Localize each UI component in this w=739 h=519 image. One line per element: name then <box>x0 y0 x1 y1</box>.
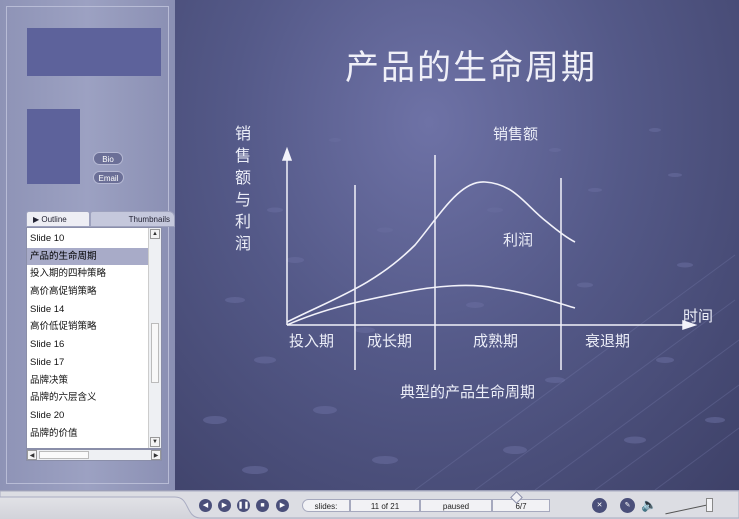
playback-status: paused <box>420 499 492 512</box>
fullscreen-icon[interactable]: ✕ <box>592 498 607 513</box>
slide-list-items: Slide 10 产品的生命周期 投入期的四种策略 高价高促销策略 Slide … <box>27 230 149 442</box>
email-button[interactable]: Email <box>93 171 124 184</box>
y-axis-arrow <box>281 146 293 161</box>
stage-label: 成长期 <box>367 332 413 350</box>
bio-button[interactable]: Bio <box>93 152 123 165</box>
y-axis-char: 额 <box>235 168 252 187</box>
slide-list-item[interactable]: Slide 16 <box>30 339 65 351</box>
scroll-down-arrow-icon[interactable]: ▼ <box>150 437 160 447</box>
slide-list-item[interactable]: Slide 17 <box>30 356 65 368</box>
stage-label: 衰退期 <box>585 332 631 350</box>
notes-icon[interactable]: ✎ <box>620 498 635 513</box>
tab-outline-label: ▶ Outline <box>33 215 67 224</box>
sales-label: 销售额 <box>493 125 539 143</box>
stop-icon[interactable]: ■ <box>256 499 269 512</box>
y-axis-char: 润 <box>235 234 252 253</box>
slide-list-hscrollbar[interactable]: ◀ ▶ <box>26 449 162 461</box>
slide-canvas: 产品的生命周期 销 售 额 与 利 润 销售额 利润 时间 投入期 成长期 成熟… <box>175 0 739 490</box>
slide-list-item[interactable]: 高价低促销策略 <box>30 321 97 333</box>
stage-label: 投入期 <box>289 332 335 350</box>
time-axis-label: 时间 <box>683 307 714 325</box>
slide-list-item[interactable]: 投入期的四种策略 <box>30 268 107 280</box>
previous-slide-icon[interactable]: ◀ <box>199 499 212 512</box>
scroll-right-arrow-icon[interactable]: ▶ <box>151 450 161 460</box>
y-axis-char: 售 <box>235 146 252 165</box>
y-axis-label: 销 售 额 与 利 润 <box>235 123 253 255</box>
scroll-left-arrow-icon[interactable]: ◀ <box>27 450 37 460</box>
hscroll-thumb[interactable] <box>39 451 89 459</box>
slide-list-item[interactable]: 品牌的价值 <box>30 427 78 439</box>
scroll-up-arrow-icon[interactable]: ▲ <box>150 229 160 239</box>
slide-list-item-selected[interactable]: 产品的生命周期 <box>27 247 149 266</box>
slide-list-item[interactable]: Slide 20 <box>30 409 65 421</box>
profit-label: 利润 <box>503 231 534 249</box>
slide-background-dots <box>203 128 739 490</box>
lifecycle-diagram <box>281 146 698 370</box>
next-slide-icon[interactable]: ▶ <box>276 499 289 512</box>
tab-thumbnails[interactable]: Thumbnails <box>90 211 175 227</box>
slide-list-scrollbar[interactable]: ▲ ▼ <box>148 228 161 448</box>
sidebar: Bio Email ▶ Outline Thumbnails Slide 10 … <box>0 0 175 490</box>
slide-list-item[interactable]: 品牌的六层含义 <box>30 392 97 404</box>
profit-curve <box>286 284 576 326</box>
y-axis-char: 利 <box>235 212 252 231</box>
slides-label: slides: <box>302 499 350 512</box>
diagram-caption: 典型的产品生命周期 <box>400 383 536 401</box>
scroll-thumb[interactable] <box>151 323 159 383</box>
slide-list-item[interactable]: 高价高促销策略 <box>30 286 97 298</box>
sidebar-frame <box>6 6 169 484</box>
play-icon[interactable]: ▶ <box>218 499 231 512</box>
slide-list-item[interactable]: 品牌决策 <box>30 374 69 386</box>
stage-label: 成熟期 <box>473 332 519 350</box>
tab-outline[interactable]: ▶ Outline <box>26 211 90 227</box>
pause-icon[interactable]: ❚❚ <box>237 499 250 512</box>
volume-handle[interactable] <box>706 498 713 512</box>
logo-placeholder <box>27 28 161 76</box>
animation-step: 6/7 <box>492 499 550 512</box>
tab-thumbnails-label: Thumbnails <box>128 215 170 224</box>
y-axis-char: 销 <box>235 124 252 143</box>
slide-list-item[interactable]: Slide 10 <box>30 233 65 244</box>
x-axis-arrow <box>682 319 698 331</box>
sales-curve <box>286 181 576 323</box>
slide-list-item[interactable]: Slide 14 <box>30 303 65 315</box>
volume-icon[interactable]: 🔈 <box>641 497 658 512</box>
playback-bar: ◀ ▶ ❚❚ ■ ▶ slides: 11 of 21 paused 6/7 ✕… <box>0 490 739 519</box>
sidebar-tabs: ▶ Outline Thumbnails <box>26 211 175 227</box>
presenter-photo <box>27 109 80 184</box>
slide-position: 11 of 21 <box>350 499 420 512</box>
y-axis-char: 与 <box>235 190 252 209</box>
slide-list: Slide 10 产品的生命周期 投入期的四种策略 高价高促销策略 Slide … <box>26 227 162 449</box>
slide-title: 产品的生命周期 <box>345 48 597 88</box>
